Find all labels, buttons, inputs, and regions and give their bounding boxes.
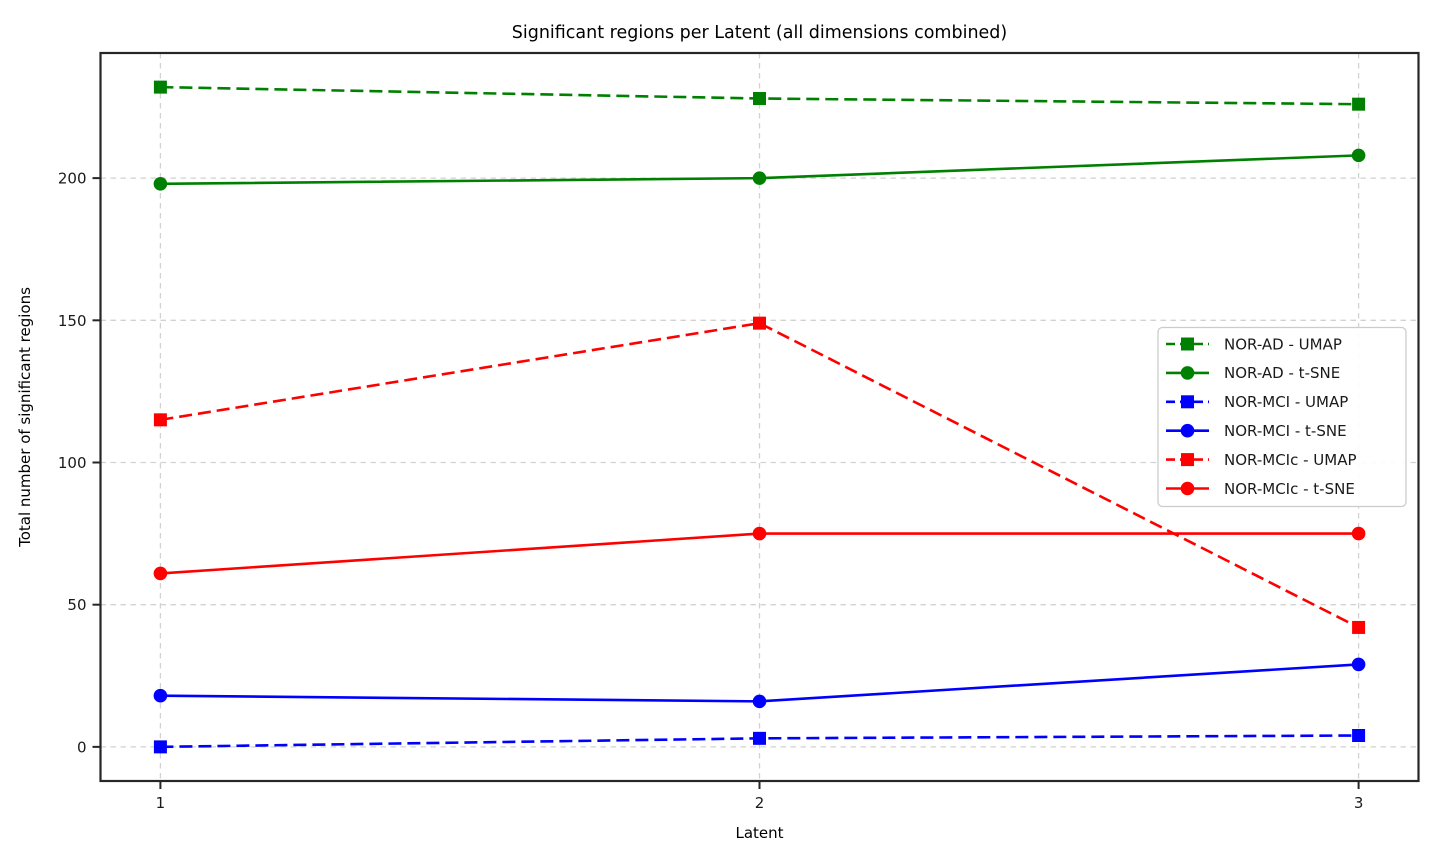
series-nor-mcic-t-sne	[153, 526, 1366, 581]
x-axis-label: Latent	[735, 824, 783, 842]
x-tick-label: 2	[755, 794, 765, 812]
tick-labels: 0 50 100 150 200 1 2 3	[58, 170, 1364, 812]
legend-item-nor-mcic-t-sne: NOR-MCIc - t-SNE	[1166, 480, 1355, 498]
data-point-marker	[153, 740, 167, 754]
series-nor-ad-umap	[153, 80, 1366, 111]
legend-item-nor-mcic-umap: NOR-MCIc - UMAP	[1166, 451, 1357, 469]
data-point-marker	[1351, 148, 1366, 163]
legend-item-nor-mci-t-sne: NOR-MCI - t-SNE	[1166, 422, 1347, 440]
data-point-marker	[1352, 97, 1366, 111]
series-line	[160, 321, 1360, 629]
legend-marker-sample	[1180, 481, 1195, 496]
series-nor-mci-umap	[153, 729, 1366, 754]
y-tick-label: 150	[58, 312, 87, 330]
y-tick-label: 50	[67, 596, 86, 614]
y-tick-label: 0	[77, 738, 87, 756]
legend-label: NOR-AD - UMAP	[1224, 335, 1342, 353]
series-nor-mcic-umap	[153, 316, 1366, 634]
legend-item-nor-ad-umap: NOR-AD - UMAP	[1166, 335, 1342, 353]
data-point-marker	[153, 566, 168, 581]
legend-marker-sample	[1181, 453, 1194, 467]
series-nor-ad-t-sne	[153, 148, 1366, 191]
data-point-marker	[1351, 526, 1366, 541]
legend-marker-sample	[1180, 366, 1195, 380]
legend-label: NOR-AD - t-SNE	[1224, 364, 1340, 382]
legend-label: NOR-MCIc - t-SNE	[1224, 480, 1355, 498]
x-tick-label: 3	[1354, 794, 1364, 812]
legend-marker-sample	[1181, 395, 1194, 409]
data-point-marker	[1352, 620, 1366, 634]
data-point-marker	[752, 171, 767, 185]
data-point-marker	[153, 688, 168, 703]
legend-label: NOR-MCI - UMAP	[1224, 393, 1348, 411]
data-point-marker	[752, 694, 767, 709]
data-point-marker	[753, 731, 766, 745]
chart-title: Significant regions per Latent (all dime…	[512, 23, 1008, 43]
legend-label: NOR-MCI - t-SNE	[1224, 422, 1347, 440]
legend-label: NOR-MCIc - UMAP	[1224, 451, 1357, 469]
data-series	[153, 80, 1366, 754]
data-point-marker	[753, 316, 766, 330]
data-point-marker	[153, 413, 167, 427]
data-point-marker	[1351, 657, 1366, 672]
legend-item-nor-ad-t-sne: NOR-AD - t-SNE	[1166, 364, 1340, 382]
series-nor-mci-t-sne	[153, 657, 1366, 709]
legend-item-nor-mci-umap: NOR-MCI - UMAP	[1166, 393, 1348, 411]
legend-marker-sample	[1180, 423, 1195, 438]
data-point-marker	[752, 526, 767, 541]
data-point-marker	[153, 80, 167, 94]
y-tick-label: 100	[58, 454, 87, 472]
legend-box	[1157, 326, 1407, 508]
x-tick-label: 1	[156, 794, 166, 812]
y-axis-label: Total number of significant regions	[16, 287, 34, 548]
y-tick-label: 200	[58, 170, 87, 188]
legend: NOR-AD - UMAP NOR-AD - t-SNE NOR-MCI - UMA…	[1157, 326, 1407, 508]
data-point-marker	[753, 92, 766, 105]
axes	[92, 51, 1420, 789]
data-point-marker	[1352, 729, 1366, 742]
data-point-marker	[153, 177, 168, 191]
legend-marker-sample	[1181, 337, 1194, 351]
